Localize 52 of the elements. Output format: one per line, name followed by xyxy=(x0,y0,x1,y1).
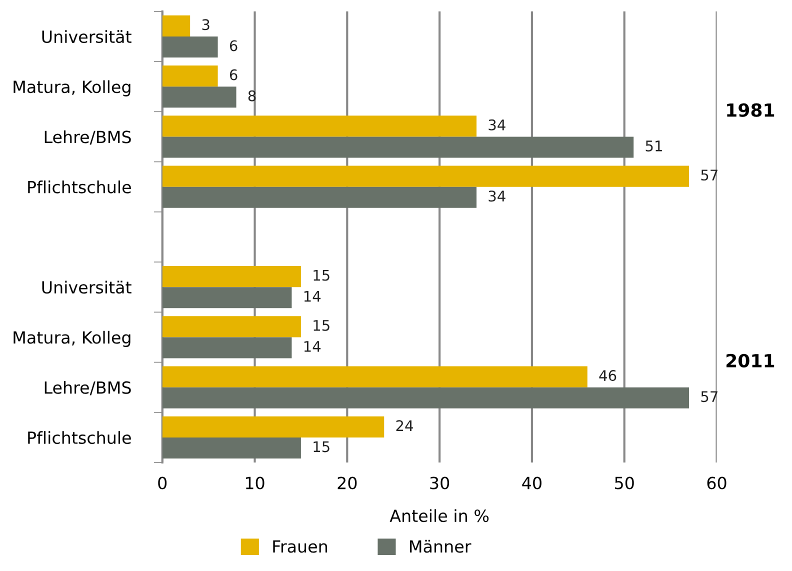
data-label: 15 xyxy=(314,320,330,331)
data-label: 57 xyxy=(701,170,718,181)
data-label: 15 xyxy=(314,441,330,452)
y-tick-label: Pflichtschule xyxy=(28,431,131,444)
bar xyxy=(162,166,690,187)
y-tick-label: Matura, Kolleg xyxy=(14,80,130,96)
bar xyxy=(162,66,218,87)
bar xyxy=(162,287,292,308)
legend-label: Frauen xyxy=(273,540,327,553)
bar xyxy=(162,337,292,358)
data-label: 24 xyxy=(396,420,413,431)
data-label: 34 xyxy=(488,119,506,130)
x-tick-label: 40 xyxy=(522,476,542,490)
bar xyxy=(162,116,477,137)
data-label: 34 xyxy=(488,190,506,202)
data-label: 15 xyxy=(314,270,330,281)
y-tick-label: Universität xyxy=(42,280,132,294)
data-label: 6 xyxy=(230,40,238,52)
legend-label: Männer xyxy=(410,540,472,553)
bar xyxy=(162,437,301,458)
data-label: 57 xyxy=(701,391,718,402)
text: 1981 xyxy=(727,103,774,117)
x-tick-label: 30 xyxy=(430,476,450,490)
x-axis-title: Anteile in % xyxy=(390,509,489,522)
x-tick-label: 60 xyxy=(707,476,726,490)
text: 2011 xyxy=(726,354,774,368)
bar xyxy=(162,36,218,58)
bar xyxy=(162,86,236,108)
bar xyxy=(162,266,301,288)
data-label: 46 xyxy=(599,370,616,382)
x-tick-label: 20 xyxy=(338,476,357,490)
y-tick-label: Matura, Kolleg xyxy=(14,330,130,348)
data-label: 8 xyxy=(248,90,256,102)
data-label: 6 xyxy=(230,69,238,80)
bar xyxy=(162,366,588,388)
y-tick-label: Universität xyxy=(42,30,132,44)
x-tick-label: 10 xyxy=(246,476,264,490)
bar xyxy=(162,316,301,338)
y-tick-label: Lehre/BMS xyxy=(44,380,131,396)
data-label: 14 xyxy=(304,291,321,302)
bar xyxy=(162,387,690,408)
bar xyxy=(162,136,634,158)
data-label: 3 xyxy=(202,19,210,30)
bar xyxy=(162,416,384,438)
data-label: 51 xyxy=(646,140,662,152)
bar xyxy=(162,186,477,208)
bar xyxy=(162,15,190,36)
y-tick-label: Lehre/BMS xyxy=(44,130,131,145)
x-tick-label: 50 xyxy=(615,476,634,490)
x-tick-label: 0 xyxy=(158,476,167,490)
data-label: 14 xyxy=(304,341,321,352)
y-tick-label: Pflichtschule xyxy=(28,180,131,194)
